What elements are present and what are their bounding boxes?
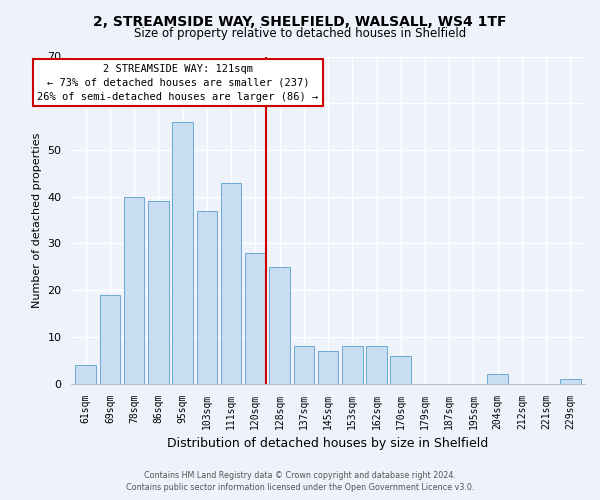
Bar — [245, 253, 266, 384]
Bar — [148, 202, 169, 384]
Bar — [366, 346, 387, 384]
Text: 2 STREAMSIDE WAY: 121sqm
← 73% of detached houses are smaller (237)
26% of semi-: 2 STREAMSIDE WAY: 121sqm ← 73% of detach… — [37, 64, 319, 102]
Bar — [172, 122, 193, 384]
Y-axis label: Number of detached properties: Number of detached properties — [32, 132, 42, 308]
Bar — [560, 379, 581, 384]
Bar — [318, 351, 338, 384]
Bar — [269, 267, 290, 384]
Bar — [293, 346, 314, 384]
Bar — [197, 210, 217, 384]
X-axis label: Distribution of detached houses by size in Shelfield: Distribution of detached houses by size … — [167, 437, 488, 450]
Bar — [391, 356, 411, 384]
Text: Size of property relative to detached houses in Shelfield: Size of property relative to detached ho… — [134, 28, 466, 40]
Bar — [100, 295, 120, 384]
Bar — [124, 196, 145, 384]
Text: 2, STREAMSIDE WAY, SHELFIELD, WALSALL, WS4 1TF: 2, STREAMSIDE WAY, SHELFIELD, WALSALL, W… — [93, 15, 507, 29]
Bar — [487, 374, 508, 384]
Bar — [342, 346, 362, 384]
Bar — [76, 365, 96, 384]
Text: Contains HM Land Registry data © Crown copyright and database right 2024.
Contai: Contains HM Land Registry data © Crown c… — [126, 471, 474, 492]
Bar — [221, 182, 241, 384]
